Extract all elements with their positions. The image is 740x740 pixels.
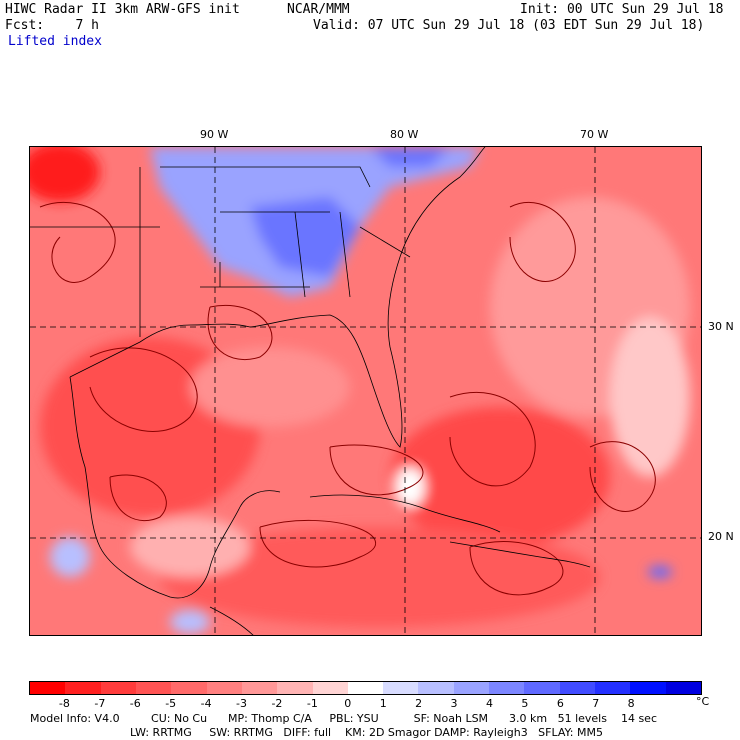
lon-label-90w: 90 W xyxy=(200,128,229,141)
colorbar-tick-label: -4 xyxy=(200,697,212,710)
lon-label-70w: 70 W xyxy=(580,128,609,141)
colorbar-tick-label: -2 xyxy=(271,697,283,710)
colorbar-swatch xyxy=(135,682,172,694)
colorbar-tick-label: 0 xyxy=(344,697,352,710)
map-svg xyxy=(30,147,701,635)
colorbar-swatch xyxy=(453,682,490,694)
valid-time: Valid: 07 UTC Sun 29 Jul 18 (03 EDT Sun … xyxy=(313,18,705,33)
model-info-line1: Model Info: V4.0 CU: No Cu MP: Thomp C/A… xyxy=(30,712,657,725)
colorbar-swatch xyxy=(347,682,384,694)
model-info-line2: LW: RRTMG SW: RRTMG DIFF: full KM: 2D Sm… xyxy=(130,726,603,739)
colorbar-swatch xyxy=(241,682,278,694)
lat-label-20n: 20 N xyxy=(708,530,734,543)
colorbar-swatch xyxy=(30,682,66,694)
colorbar-tick-label: 4 xyxy=(485,697,493,710)
colorbar-swatch xyxy=(559,682,595,694)
colorbar-tick-label: 3 xyxy=(450,697,458,710)
colorbar-swatch xyxy=(65,682,101,694)
colorbar-tick-label: -6 xyxy=(129,697,141,710)
init-time: Init: 00 UTC Sun 29 Jul 18 xyxy=(520,2,724,17)
colorbar-swatch xyxy=(418,682,454,694)
forecast-hour: Fcst: 7 h xyxy=(5,18,99,33)
colorbar-swatch xyxy=(630,682,666,694)
lon-label-80w: 80 W xyxy=(390,128,419,141)
colorbar-swatch xyxy=(489,682,525,694)
colorbar-tick-label: -1 xyxy=(306,697,318,710)
lifted-index-map xyxy=(29,146,702,636)
colorbar-tick-label: -3 xyxy=(236,697,247,710)
colorbar-tick-label: -8 xyxy=(58,697,70,710)
lat-lon-grid xyxy=(30,147,701,635)
colorbar-tick-label: 7 xyxy=(592,697,600,710)
field-name: Lifted index xyxy=(8,34,102,49)
coastlines xyxy=(30,147,591,635)
colorbar-unit: °C xyxy=(696,695,710,708)
lat-label-30n: 30 N xyxy=(708,320,734,333)
colorbar-swatch xyxy=(312,682,348,694)
colorbar-tick-label: 8 xyxy=(627,697,635,710)
colorbar-tick-label: 2 xyxy=(415,697,423,710)
colorbar-tick-label: 6 xyxy=(556,697,564,710)
colorbar-swatch xyxy=(277,682,313,694)
colorbar-tick-label: -7 xyxy=(94,697,106,710)
center-label: NCAR/MMM xyxy=(287,2,350,17)
colorbar-swatch xyxy=(524,682,560,694)
colorbar-swatch xyxy=(100,682,136,694)
instability-shading xyxy=(30,147,690,627)
stable-area-shading xyxy=(50,147,672,634)
colorbar-swatch xyxy=(206,682,242,694)
title: HIWC Radar II 3km ARW-GFS init xyxy=(5,2,240,17)
colorbar-tick-label: -5 xyxy=(165,697,177,710)
li-contours xyxy=(39,201,656,596)
colorbar-swatch xyxy=(383,682,419,694)
colorbar-swatch xyxy=(171,682,207,694)
colorbar-tick-label: 5 xyxy=(521,697,529,710)
colorbar xyxy=(29,681,702,695)
colorbar-swatch xyxy=(595,682,631,694)
colorbar-swatch xyxy=(665,682,701,694)
colorbar-tick-label: 1 xyxy=(379,697,387,710)
